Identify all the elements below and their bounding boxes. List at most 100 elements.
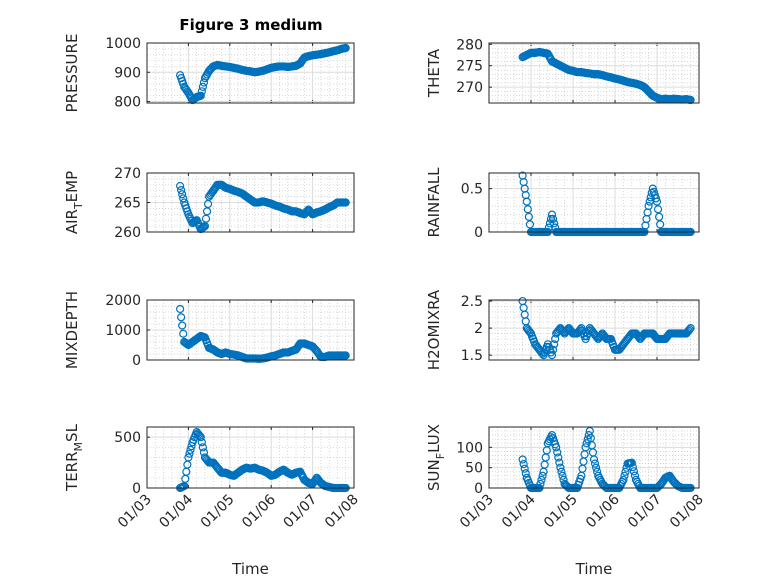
axes-box bbox=[146, 426, 355, 489]
data-point bbox=[558, 471, 567, 480]
axes-box bbox=[146, 42, 355, 104]
data-point bbox=[629, 467, 639, 476]
data-point bbox=[619, 475, 628, 484]
subplot-pressure: 800 900 1000 PRESSURE bbox=[63, 34, 355, 112]
data-point bbox=[549, 340, 559, 349]
data-point bbox=[553, 448, 562, 457]
data-point bbox=[341, 351, 350, 360]
data-point bbox=[547, 351, 557, 360]
x-tick-label: 01/08 bbox=[667, 492, 707, 532]
subplot-rainfall: 0 0.5 RAINFALL bbox=[425, 167, 700, 241]
data-point bbox=[525, 328, 535, 337]
data-point bbox=[184, 453, 193, 462]
y-tick-label: 2.5 bbox=[461, 294, 483, 310]
data-point bbox=[179, 329, 188, 338]
data-point bbox=[628, 462, 637, 472]
data-point bbox=[554, 453, 563, 462]
data-point bbox=[341, 43, 350, 53]
x-tick-label: 01/03 bbox=[115, 492, 155, 532]
data-point bbox=[524, 212, 534, 221]
data-point bbox=[196, 433, 205, 442]
y-axis-label: SUNFLUX bbox=[425, 424, 447, 491]
y-tick-label: 270 bbox=[114, 166, 141, 182]
y-axis-label: MIXDEPTH bbox=[63, 291, 81, 369]
data-point bbox=[518, 455, 527, 464]
data-point bbox=[591, 463, 601, 472]
subplot-h2omixra: 1.5 2 2.5 H2OMIXRA bbox=[425, 289, 700, 370]
data-point bbox=[536, 479, 545, 489]
y-tick-label: 0 bbox=[474, 481, 483, 497]
x-tick-label: 01/07 bbox=[625, 492, 665, 532]
axes-background bbox=[147, 427, 354, 488]
data-point bbox=[176, 181, 185, 191]
subplot-mixdepth: 0 1000 2000 MIXDEPTH bbox=[63, 291, 355, 369]
subplot-air-temp: 260 265 270 AIRTEMP bbox=[63, 166, 355, 241]
data-point bbox=[547, 210, 557, 219]
y-tick-label: 800 bbox=[114, 95, 141, 111]
data-point bbox=[652, 197, 662, 206]
data-point bbox=[644, 201, 653, 211]
subplot-sun-flux: 0 50 100 SUNFLUX 01/03 01/04 01/05 01/06 01/07 01… bbox=[425, 424, 707, 578]
y-tick-label: 1.5 bbox=[461, 348, 483, 364]
x-tick-label: 01/06 bbox=[239, 491, 279, 531]
data-point bbox=[627, 458, 636, 467]
x-tick-label: 01/03 bbox=[457, 492, 497, 532]
y-tick-label: 2 bbox=[474, 321, 483, 337]
y-axis-label: AIRTEMP bbox=[63, 171, 85, 234]
data-point bbox=[552, 443, 561, 452]
x-axis-label: Time bbox=[231, 560, 269, 578]
data-point bbox=[656, 220, 665, 229]
axes-box bbox=[488, 172, 700, 233]
y-axis-label: RAINFALL bbox=[425, 167, 443, 238]
x-tick-label: 01/05 bbox=[198, 492, 238, 532]
data-point bbox=[590, 459, 600, 468]
axes-box bbox=[488, 299, 700, 361]
data-point bbox=[341, 198, 350, 207]
y-tick-label: 2000 bbox=[105, 293, 141, 309]
data-point bbox=[196, 91, 205, 100]
data-point bbox=[179, 194, 188, 203]
data-point bbox=[556, 463, 565, 472]
chart-title: Figure 3 medium bbox=[179, 16, 322, 34]
x-tick-label: 01/05 bbox=[541, 492, 581, 532]
y-tick-label: 280 bbox=[456, 37, 483, 53]
data-point bbox=[176, 304, 185, 314]
data-point bbox=[178, 321, 187, 330]
data-point bbox=[197, 87, 206, 96]
data-point bbox=[549, 219, 559, 228]
subplot-theta: 270 275 280 THETA bbox=[425, 37, 700, 105]
axes-background bbox=[489, 173, 699, 232]
data-point bbox=[557, 467, 566, 476]
data-point bbox=[194, 430, 203, 439]
axes-box bbox=[488, 42, 700, 104]
x-tick-label: 01/04 bbox=[499, 491, 539, 531]
y-tick-label: 260 bbox=[114, 225, 141, 241]
data-point bbox=[523, 205, 532, 214]
y-tick-label: 0 bbox=[474, 225, 483, 241]
x-axis-label: Time bbox=[575, 560, 613, 578]
data-point bbox=[537, 475, 546, 484]
y-tick-label: 1000 bbox=[105, 36, 141, 52]
data-point bbox=[198, 82, 207, 92]
data-point bbox=[521, 469, 530, 478]
y-tick-label: 0 bbox=[132, 481, 141, 497]
data-point bbox=[653, 205, 663, 214]
data-point bbox=[177, 313, 186, 322]
y-tick-label: 0.5 bbox=[461, 182, 483, 198]
x-tick-label: 01/08 bbox=[322, 492, 362, 532]
axes-box bbox=[146, 299, 355, 361]
data-point bbox=[582, 439, 591, 448]
data-point bbox=[520, 464, 529, 473]
data-point bbox=[621, 467, 630, 476]
axes-box bbox=[146, 172, 355, 233]
y-axis-label: THETA bbox=[425, 48, 443, 98]
x-tick-label: 01/04 bbox=[156, 491, 196, 531]
data-point bbox=[186, 445, 195, 454]
axes-box bbox=[488, 426, 700, 489]
data-point bbox=[197, 438, 206, 447]
data-point bbox=[555, 458, 564, 467]
y-tick-label: 270 bbox=[456, 80, 483, 96]
y-tick-label: 275 bbox=[456, 59, 483, 75]
